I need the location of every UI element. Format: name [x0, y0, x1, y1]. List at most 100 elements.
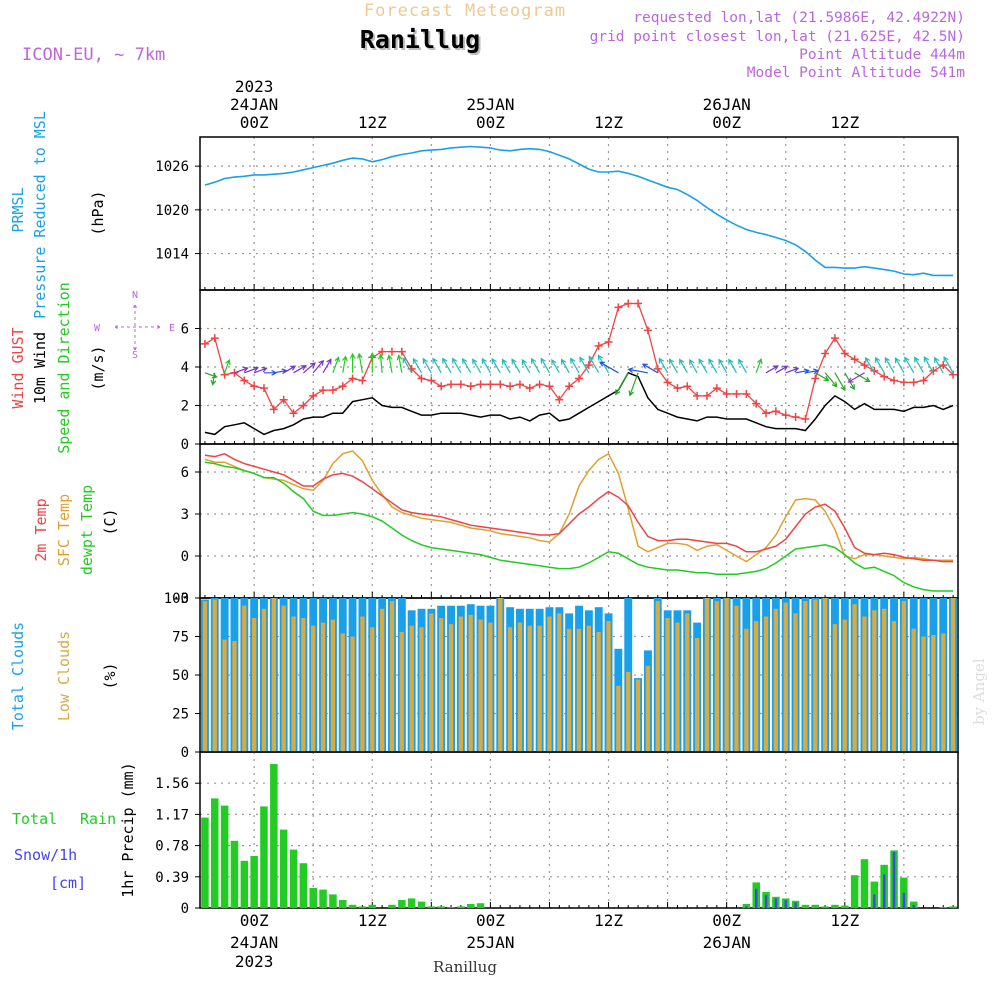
- low-cloud-bar: [252, 618, 257, 752]
- low-cloud-bar: [222, 639, 227, 752]
- top-date-label: 24JAN: [230, 95, 278, 114]
- wind-direction-arrow: [356, 352, 363, 373]
- y-tick-label: 0: [181, 437, 189, 453]
- low-cloud-bar: [645, 665, 650, 752]
- wind-direction-arrow: [402, 357, 413, 374]
- requested-coords: requested lon,lat (21.5986E, 42.4922N): [633, 10, 965, 26]
- gust-point: [555, 395, 564, 404]
- pressure-unit: (hPa): [89, 190, 107, 235]
- gust-point: [693, 391, 702, 400]
- low-cloud-bar: [714, 601, 719, 752]
- y-tick-label: 1.17: [155, 807, 189, 823]
- low-cloud-bar: [891, 621, 897, 752]
- wind-direction-arrow: [914, 356, 925, 374]
- low-cloud-bar: [921, 636, 926, 752]
- low-cloud-bar: [488, 622, 493, 752]
- grid-point-coords: grid point closest lon,lat (21.625E, 42.…: [590, 29, 965, 45]
- wind-direction-arrow: [452, 357, 462, 374]
- snow-bar: [892, 852, 896, 908]
- wind-direction-arrow: [332, 356, 340, 374]
- gust-point: [624, 299, 633, 308]
- y-tick-label: -3: [172, 591, 189, 607]
- low-cloud-bar: [813, 599, 818, 752]
- wind-direction-arrow: [312, 359, 324, 374]
- gust-point: [722, 389, 731, 398]
- wind-direction-arrow: [432, 357, 442, 374]
- wind-direction-arrow: [708, 358, 718, 374]
- panel-pressure: 1014 1020 1026: [155, 136, 959, 291]
- bottom-time-label: 00Z: [240, 911, 269, 930]
- wind-direction-arrow: [396, 354, 403, 373]
- y-tick-label: 0.78: [155, 839, 189, 855]
- gust-point: [604, 337, 613, 346]
- gust-point: [486, 380, 495, 389]
- low-cloud-bar: [655, 601, 660, 752]
- gust-point: [702, 391, 711, 400]
- low-cloud-bar: [498, 598, 503, 752]
- gust-point: [909, 378, 918, 387]
- compass-south: S: [132, 350, 138, 361]
- low-cloud-bar: [734, 605, 739, 752]
- gust-point: [821, 349, 830, 358]
- low-cloud-bar: [360, 616, 365, 752]
- gust-series-line: [204, 302, 954, 420]
- panel-wind: 0 2 4 6: [181, 289, 959, 453]
- snow-unit: [cm]: [50, 874, 86, 892]
- gust-label: Wind GUST: [9, 327, 27, 408]
- bottom-time-label: 12Z: [358, 911, 387, 930]
- gust-point: [683, 382, 692, 391]
- rain-bar: [801, 904, 810, 908]
- wind-direction-arrow: [491, 357, 501, 374]
- gust-point: [319, 386, 328, 395]
- y-tick-label: 25: [172, 707, 189, 723]
- 2m-temp-label: 2m Temp: [32, 498, 50, 561]
- wind-direction-arrow: [501, 358, 511, 374]
- low-cloud-bar: [724, 598, 729, 752]
- wind-direction-arrow: [615, 372, 629, 396]
- wind-direction-arrow: [698, 358, 708, 374]
- rain-bar: [437, 906, 445, 908]
- wind-direction-arrow: [668, 358, 678, 374]
- low-cloud-bar: [212, 599, 217, 752]
- low-cloud-bar: [872, 610, 877, 752]
- low-cloud-bar: [635, 679, 641, 752]
- gust-point: [752, 399, 761, 408]
- gust-point: [899, 378, 908, 387]
- wind-direction-arrow: [349, 352, 356, 373]
- panel-clouds: 0 25 50 75 100: [164, 591, 959, 761]
- y-tick-label: 0.39: [155, 870, 189, 886]
- rain-bar: [240, 860, 249, 908]
- bottom-time-label: 12Z: [830, 911, 859, 930]
- wind-direction-arrow: [293, 365, 307, 374]
- low-cloud-bar: [763, 616, 769, 752]
- point-altitude: Point Altitude 444m: [799, 47, 965, 63]
- top-time-label: 00Z: [712, 113, 741, 132]
- dewpoint-series-line: [204, 461, 954, 592]
- gust-point: [535, 380, 544, 389]
- low-cloud-bar: [901, 601, 906, 752]
- wind-direction-arrow: [728, 358, 738, 374]
- gust-point: [378, 347, 387, 356]
- low-cloud-bar: [370, 627, 375, 752]
- gust-point: [929, 366, 938, 375]
- wind-direction-arrow: [943, 356, 954, 374]
- wind-direction-arrow: [884, 356, 895, 374]
- gust-point: [259, 384, 268, 393]
- y-tick-label: 2: [181, 399, 189, 415]
- wind-direction-arrow: [253, 366, 268, 374]
- low-cloud-bar: [409, 625, 414, 752]
- gust-point: [506, 382, 515, 391]
- low-cloud-bar: [931, 635, 936, 752]
- low-cloud-bar: [301, 618, 306, 752]
- gust-point: [653, 364, 662, 373]
- wind-direction-arrow: [521, 358, 531, 374]
- rain-bar: [457, 906, 465, 908]
- low-cloud-bar: [350, 636, 355, 752]
- gust-point: [358, 376, 367, 385]
- gust-point: [791, 413, 800, 422]
- wind-label: 10m Wind: [31, 332, 49, 404]
- compass-north: N: [132, 290, 138, 301]
- bottom-time-label: 00Z: [712, 911, 741, 930]
- rain-bar: [841, 905, 849, 908]
- rain-bar: [339, 900, 347, 908]
